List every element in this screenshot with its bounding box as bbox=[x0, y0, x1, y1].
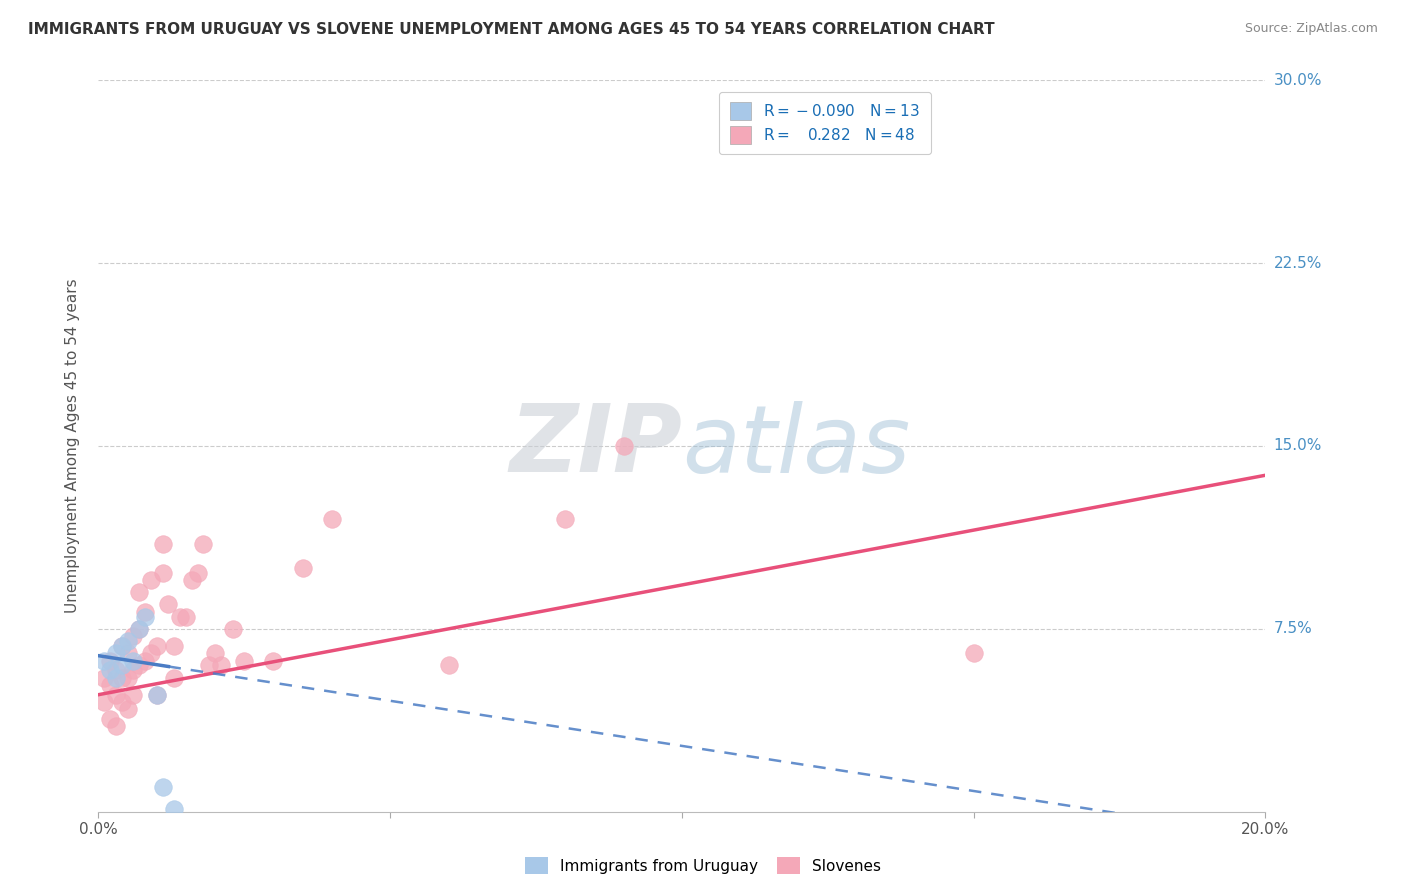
Point bbox=[180, 573, 202, 587]
Point bbox=[146, 639, 169, 653]
Point bbox=[262, 654, 284, 668]
Point bbox=[128, 622, 150, 636]
Text: IMMIGRANTS FROM URUGUAY VS SLOVENE UNEMPLOYMENT AMONG AGES 45 TO 54 YEARS CORREL: IMMIGRANTS FROM URUGUAY VS SLOVENE UNEMP… bbox=[28, 22, 995, 37]
Point bbox=[122, 688, 145, 702]
Point bbox=[117, 671, 139, 685]
Point bbox=[204, 646, 226, 660]
Text: Source: ZipAtlas.com: Source: ZipAtlas.com bbox=[1244, 22, 1378, 36]
Point bbox=[139, 573, 162, 587]
Point bbox=[139, 646, 162, 660]
Legend: Immigrants from Uruguay, Slovenes: Immigrants from Uruguay, Slovenes bbox=[519, 851, 887, 880]
Point bbox=[163, 802, 186, 816]
Point bbox=[152, 566, 174, 580]
Point bbox=[117, 702, 139, 716]
Point bbox=[111, 671, 134, 685]
Point bbox=[962, 646, 984, 660]
Point bbox=[122, 629, 145, 643]
Point bbox=[146, 688, 169, 702]
Text: 30.0%: 30.0% bbox=[1274, 73, 1322, 87]
Point bbox=[93, 654, 115, 668]
Point bbox=[233, 654, 256, 668]
Text: atlas: atlas bbox=[682, 401, 910, 491]
Point bbox=[122, 654, 145, 668]
Point bbox=[128, 585, 150, 599]
Y-axis label: Unemployment Among Ages 45 to 54 years: Unemployment Among Ages 45 to 54 years bbox=[65, 278, 80, 614]
Text: 15.0%: 15.0% bbox=[1274, 439, 1322, 453]
Point bbox=[104, 688, 127, 702]
Point bbox=[169, 609, 191, 624]
Point bbox=[612, 439, 634, 453]
Point bbox=[128, 658, 150, 673]
Point bbox=[98, 654, 121, 668]
Point bbox=[134, 609, 156, 624]
Point bbox=[98, 663, 121, 677]
Point bbox=[111, 639, 134, 653]
Point bbox=[111, 695, 134, 709]
Point bbox=[321, 512, 343, 526]
Point bbox=[122, 663, 145, 677]
Point bbox=[163, 639, 186, 653]
Point bbox=[163, 671, 186, 685]
Text: ZIP: ZIP bbox=[509, 400, 682, 492]
Point bbox=[193, 536, 215, 550]
Point bbox=[104, 671, 127, 685]
Point bbox=[437, 658, 460, 673]
Point bbox=[111, 639, 134, 653]
Point bbox=[93, 671, 115, 685]
Point bbox=[93, 695, 115, 709]
Text: 22.5%: 22.5% bbox=[1274, 256, 1322, 270]
Point bbox=[111, 658, 134, 673]
Legend: $\mathregular{R = -0.090\quad N = 13}$, $\mathregular{R =\ \ \ 0.282\quad N = 48: $\mathregular{R = -0.090\quad N = 13}$, … bbox=[718, 92, 931, 154]
Point bbox=[291, 561, 314, 575]
Point bbox=[128, 622, 150, 636]
Point bbox=[146, 688, 169, 702]
Point bbox=[198, 658, 221, 673]
Point bbox=[104, 719, 127, 733]
Point bbox=[104, 646, 127, 660]
Point bbox=[98, 712, 121, 726]
Point bbox=[104, 663, 127, 677]
Point bbox=[152, 780, 174, 795]
Point bbox=[554, 512, 576, 526]
Point bbox=[134, 605, 156, 619]
Point bbox=[117, 646, 139, 660]
Point bbox=[134, 654, 156, 668]
Point bbox=[152, 536, 174, 550]
Text: 7.5%: 7.5% bbox=[1274, 622, 1312, 636]
Point bbox=[221, 622, 243, 636]
Point bbox=[157, 598, 180, 612]
Point bbox=[187, 566, 209, 580]
Point bbox=[98, 678, 121, 692]
Point bbox=[209, 658, 232, 673]
Point bbox=[117, 634, 139, 648]
Point bbox=[174, 609, 197, 624]
